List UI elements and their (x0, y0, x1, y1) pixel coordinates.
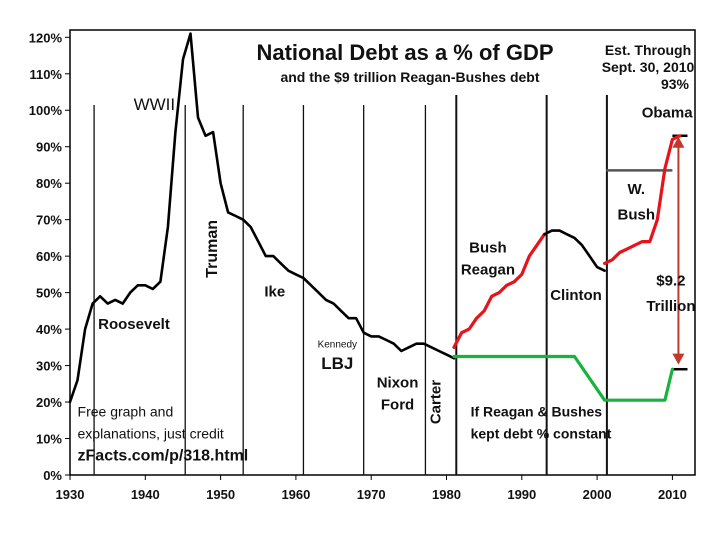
chart-title: National Debt as a % of GDP (256, 40, 553, 65)
bottom-note-0: Free graph and (78, 404, 174, 420)
estimate-note-line-1: Est. Through (605, 42, 691, 58)
x-tick-label-8: 2010 (658, 487, 687, 502)
estimate-note-line-3: 93% (661, 76, 690, 92)
y-tick-label-9: 90% (36, 140, 62, 155)
series-line-0 (68, 32, 456, 404)
series-line-3 (602, 134, 682, 265)
y-tick-label-8: 80% (36, 176, 62, 191)
era-label-9: Bush (469, 240, 507, 257)
era-label-4: Kennedy (318, 339, 357, 350)
era-label-14: Obama (642, 105, 694, 122)
y-tick-label-1: 10% (36, 432, 62, 447)
series-line-4 (452, 354, 675, 402)
era-label-7: Ford (381, 396, 414, 413)
series-layer (68, 32, 688, 404)
x-tick-label-3: 1960 (281, 487, 310, 502)
bottom-note-4: kept debt % constant (471, 426, 612, 442)
y-tick-label-4: 40% (36, 322, 62, 337)
era-label-3: Ike (264, 283, 285, 300)
x-tick-label-4: 1970 (357, 487, 386, 502)
x-tick-label-0: 1930 (56, 487, 85, 502)
bottom-note-3: If Reagan & Bushes (471, 404, 603, 420)
era-label-10: Reagan (461, 261, 515, 278)
bottom-note-2: zFacts.com/p/318.html (78, 447, 249, 464)
y-tick-label-7: 70% (36, 213, 62, 228)
era-label-1: Roosevelt (98, 316, 170, 333)
y-tick-label-3: 30% (36, 359, 62, 374)
x-tick-label-6: 1990 (507, 487, 536, 502)
series-line-2 (543, 229, 606, 273)
estimate-note-line-2: Sept. 30, 2010 (602, 59, 695, 75)
axis-layer: 0% 10% 20% 30% 40% 50% 60% 70% 80% 90% 100% 110% 120… (29, 30, 687, 502)
x-tick-label-5: 1980 (432, 487, 461, 502)
y-tick-label-6: 60% (36, 249, 62, 264)
era-label-0: WWII (134, 95, 176, 114)
series-line-1 (452, 232, 547, 349)
debt-gap-arrow-head-bottom (672, 353, 685, 365)
chart-subtitle: and the $9 trillion Reagan-Bushes debt (280, 69, 539, 85)
bottom-note-1: explanations, just credit (78, 426, 224, 442)
y-tick-label-2: 20% (36, 395, 62, 410)
x-tick-label-2: 1950 (206, 487, 235, 502)
y-tick-label-0: 0% (43, 468, 62, 483)
y-tick-label-10: 100% (29, 103, 63, 118)
y-tick-label-11: 110% (29, 67, 62, 82)
era-label-15: $9.2 (656, 272, 685, 289)
era-label-5: LBJ (321, 354, 353, 373)
era-label-8: Carter (427, 380, 444, 424)
x-tick-label-1: 1940 (131, 487, 160, 502)
x-tick-label-7: 2000 (583, 487, 612, 502)
y-tick-label-12: 120% (29, 30, 63, 45)
era-label-16: Trillion (646, 298, 695, 315)
era-label-11: Clinton (550, 287, 602, 304)
era-label-13: Bush (618, 207, 656, 224)
plot-area (69, 29, 696, 476)
era-label-6: Nixon (377, 374, 419, 391)
era-label-12: W. (628, 181, 646, 198)
era-label-2: Truman (204, 220, 221, 278)
y-tick-label-5: 50% (36, 286, 62, 301)
divider-layer (93, 95, 608, 475)
label-layer: WWII Roosevelt Truman Ike Kennedy LBJ Nixon For… (78, 95, 696, 464)
debt-gap-arrow-head-top (672, 136, 685, 148)
